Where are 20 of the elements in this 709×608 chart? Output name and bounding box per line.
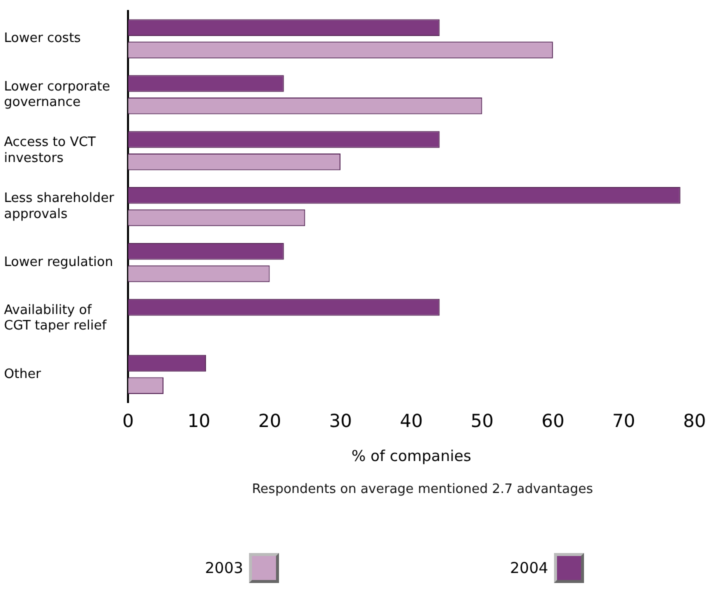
y-tick-label: Lower corporate governance: [4, 79, 110, 110]
y-tick-label: Less shareholder approvals: [4, 191, 115, 222]
x-tick-label: 70: [612, 410, 636, 432]
x-axis-title: % of companies: [351, 446, 472, 465]
y-tick-label: Access to VCT investors: [4, 135, 96, 166]
y-tick-label: Lower costs: [4, 31, 82, 46]
x-tick-label: 50: [470, 410, 494, 432]
x-tick-label: 40: [400, 410, 423, 432]
y-tick-label: Lower regulation: [4, 254, 114, 270]
legend-label: 2004: [510, 559, 548, 577]
y-tick-label: Other: [4, 366, 42, 382]
x-tick-label: 80: [683, 410, 706, 432]
x-tick-label: 20: [258, 410, 282, 432]
y-tick-label: Availability of CGT taper relief: [4, 303, 107, 334]
x-tick-label: 60: [541, 410, 564, 432]
legend-label: 2003: [205, 559, 244, 577]
x-tick-label: 10: [187, 410, 210, 432]
text: Respondents on average mentioned 2.7 advantages: [250, 482, 594, 497]
x-tick-label: 30: [329, 410, 352, 432]
x-tick-label: 0: [122, 410, 134, 432]
